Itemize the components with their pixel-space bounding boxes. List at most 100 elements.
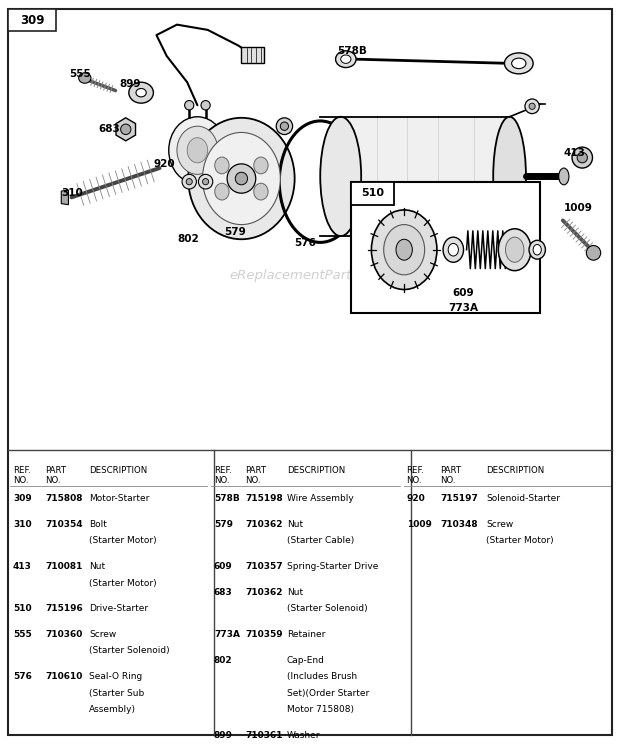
Text: 802: 802 [214,655,232,664]
Text: Wire Assembly: Wire Assembly [286,494,353,503]
Ellipse shape [280,122,288,130]
Text: (Starter Solenoid): (Starter Solenoid) [89,647,169,655]
Text: 579: 579 [214,520,233,529]
Ellipse shape [443,237,464,263]
Ellipse shape [227,164,256,193]
Text: Drive-Starter: Drive-Starter [89,604,148,613]
Ellipse shape [187,138,208,163]
Text: 683: 683 [98,124,120,135]
Text: 710354: 710354 [45,520,83,529]
Polygon shape [116,118,136,141]
Ellipse shape [198,174,213,189]
Ellipse shape [505,237,524,263]
Ellipse shape [396,240,412,260]
Text: 710360: 710360 [45,630,82,639]
Ellipse shape [371,210,437,289]
Text: 710357: 710357 [245,562,283,571]
Text: 310: 310 [13,520,32,529]
Text: REF.
NO.: REF. NO. [13,466,30,485]
Text: 773A: 773A [214,630,240,639]
Ellipse shape [335,51,356,68]
Text: 920: 920 [407,494,425,503]
Ellipse shape [577,153,587,163]
Text: 609: 609 [452,288,474,298]
Ellipse shape [498,228,531,271]
Ellipse shape [177,126,218,174]
Ellipse shape [254,157,268,174]
Text: Seal-O Ring: Seal-O Ring [89,672,142,681]
Ellipse shape [136,89,146,97]
Ellipse shape [494,117,526,236]
Text: 715196: 715196 [45,604,83,613]
Text: 710081: 710081 [45,562,82,571]
Text: (Starter Cable): (Starter Cable) [286,536,354,545]
Text: Screw: Screw [89,630,116,639]
Ellipse shape [235,173,247,185]
Ellipse shape [529,243,535,250]
Text: (Starter Motor): (Starter Motor) [89,579,156,588]
Ellipse shape [341,55,351,63]
Text: Screw: Screw [486,520,513,529]
Text: 710362: 710362 [245,588,283,597]
Text: REF.
NO.: REF. NO. [214,466,232,485]
Text: Motor-Starter: Motor-Starter [89,494,149,503]
Ellipse shape [384,225,425,275]
Text: Spring-Starter Drive: Spring-Starter Drive [286,562,378,571]
Text: (Starter Sub: (Starter Sub [89,689,144,698]
Text: 710348: 710348 [441,520,478,529]
Ellipse shape [525,240,539,254]
Text: (Starter Motor): (Starter Motor) [486,536,554,545]
Ellipse shape [182,174,197,189]
Text: DESCRIPTION: DESCRIPTION [486,466,544,475]
Text: eReplacementParts.com: eReplacementParts.com [229,269,391,283]
Bar [351,182,540,312]
Ellipse shape [201,100,210,110]
Text: 710361: 710361 [245,731,283,740]
Text: 710362: 710362 [245,520,283,529]
Text: Washer: Washer [286,731,320,740]
Ellipse shape [79,73,91,83]
Text: Nut: Nut [286,520,303,529]
Text: (Starter Motor): (Starter Motor) [89,536,156,545]
Ellipse shape [188,118,294,240]
Ellipse shape [215,183,229,200]
Ellipse shape [277,118,293,135]
Ellipse shape [448,243,458,256]
Text: REF.
NO.: REF. NO. [407,466,424,485]
Text: 555: 555 [13,630,32,639]
Text: Assembly): Assembly) [89,705,136,714]
Text: Cap-End: Cap-End [286,655,325,664]
Text: (Starter Solenoid): (Starter Solenoid) [286,604,367,613]
Text: 899: 899 [120,80,141,89]
Text: 413: 413 [564,148,586,158]
Bar [8,9,56,31]
Ellipse shape [512,58,526,68]
Ellipse shape [321,117,361,236]
Text: (Includes Brush: (Includes Brush [286,672,357,681]
Text: Bolt: Bolt [89,520,107,529]
Ellipse shape [186,179,192,185]
Text: 920: 920 [153,159,175,169]
Text: 715808: 715808 [45,494,82,503]
Ellipse shape [529,103,535,109]
Text: 1009: 1009 [407,520,432,529]
Text: 555: 555 [69,69,91,79]
Text: 1009: 1009 [564,203,593,213]
Ellipse shape [203,132,280,225]
Text: 413: 413 [13,562,32,571]
Text: 609: 609 [214,562,232,571]
Text: 576: 576 [294,238,317,248]
Text: 773A: 773A [448,304,478,313]
Bar [351,182,394,205]
Text: 309: 309 [20,13,45,27]
Ellipse shape [529,240,546,259]
Text: 510: 510 [361,188,384,198]
Text: 578B: 578B [338,46,368,56]
Text: 899: 899 [214,731,233,740]
Text: 578B: 578B [214,494,240,503]
Text: 510: 510 [13,604,32,613]
Ellipse shape [129,82,153,103]
Ellipse shape [559,168,569,185]
Text: 715197: 715197 [441,494,479,503]
Ellipse shape [505,53,533,74]
